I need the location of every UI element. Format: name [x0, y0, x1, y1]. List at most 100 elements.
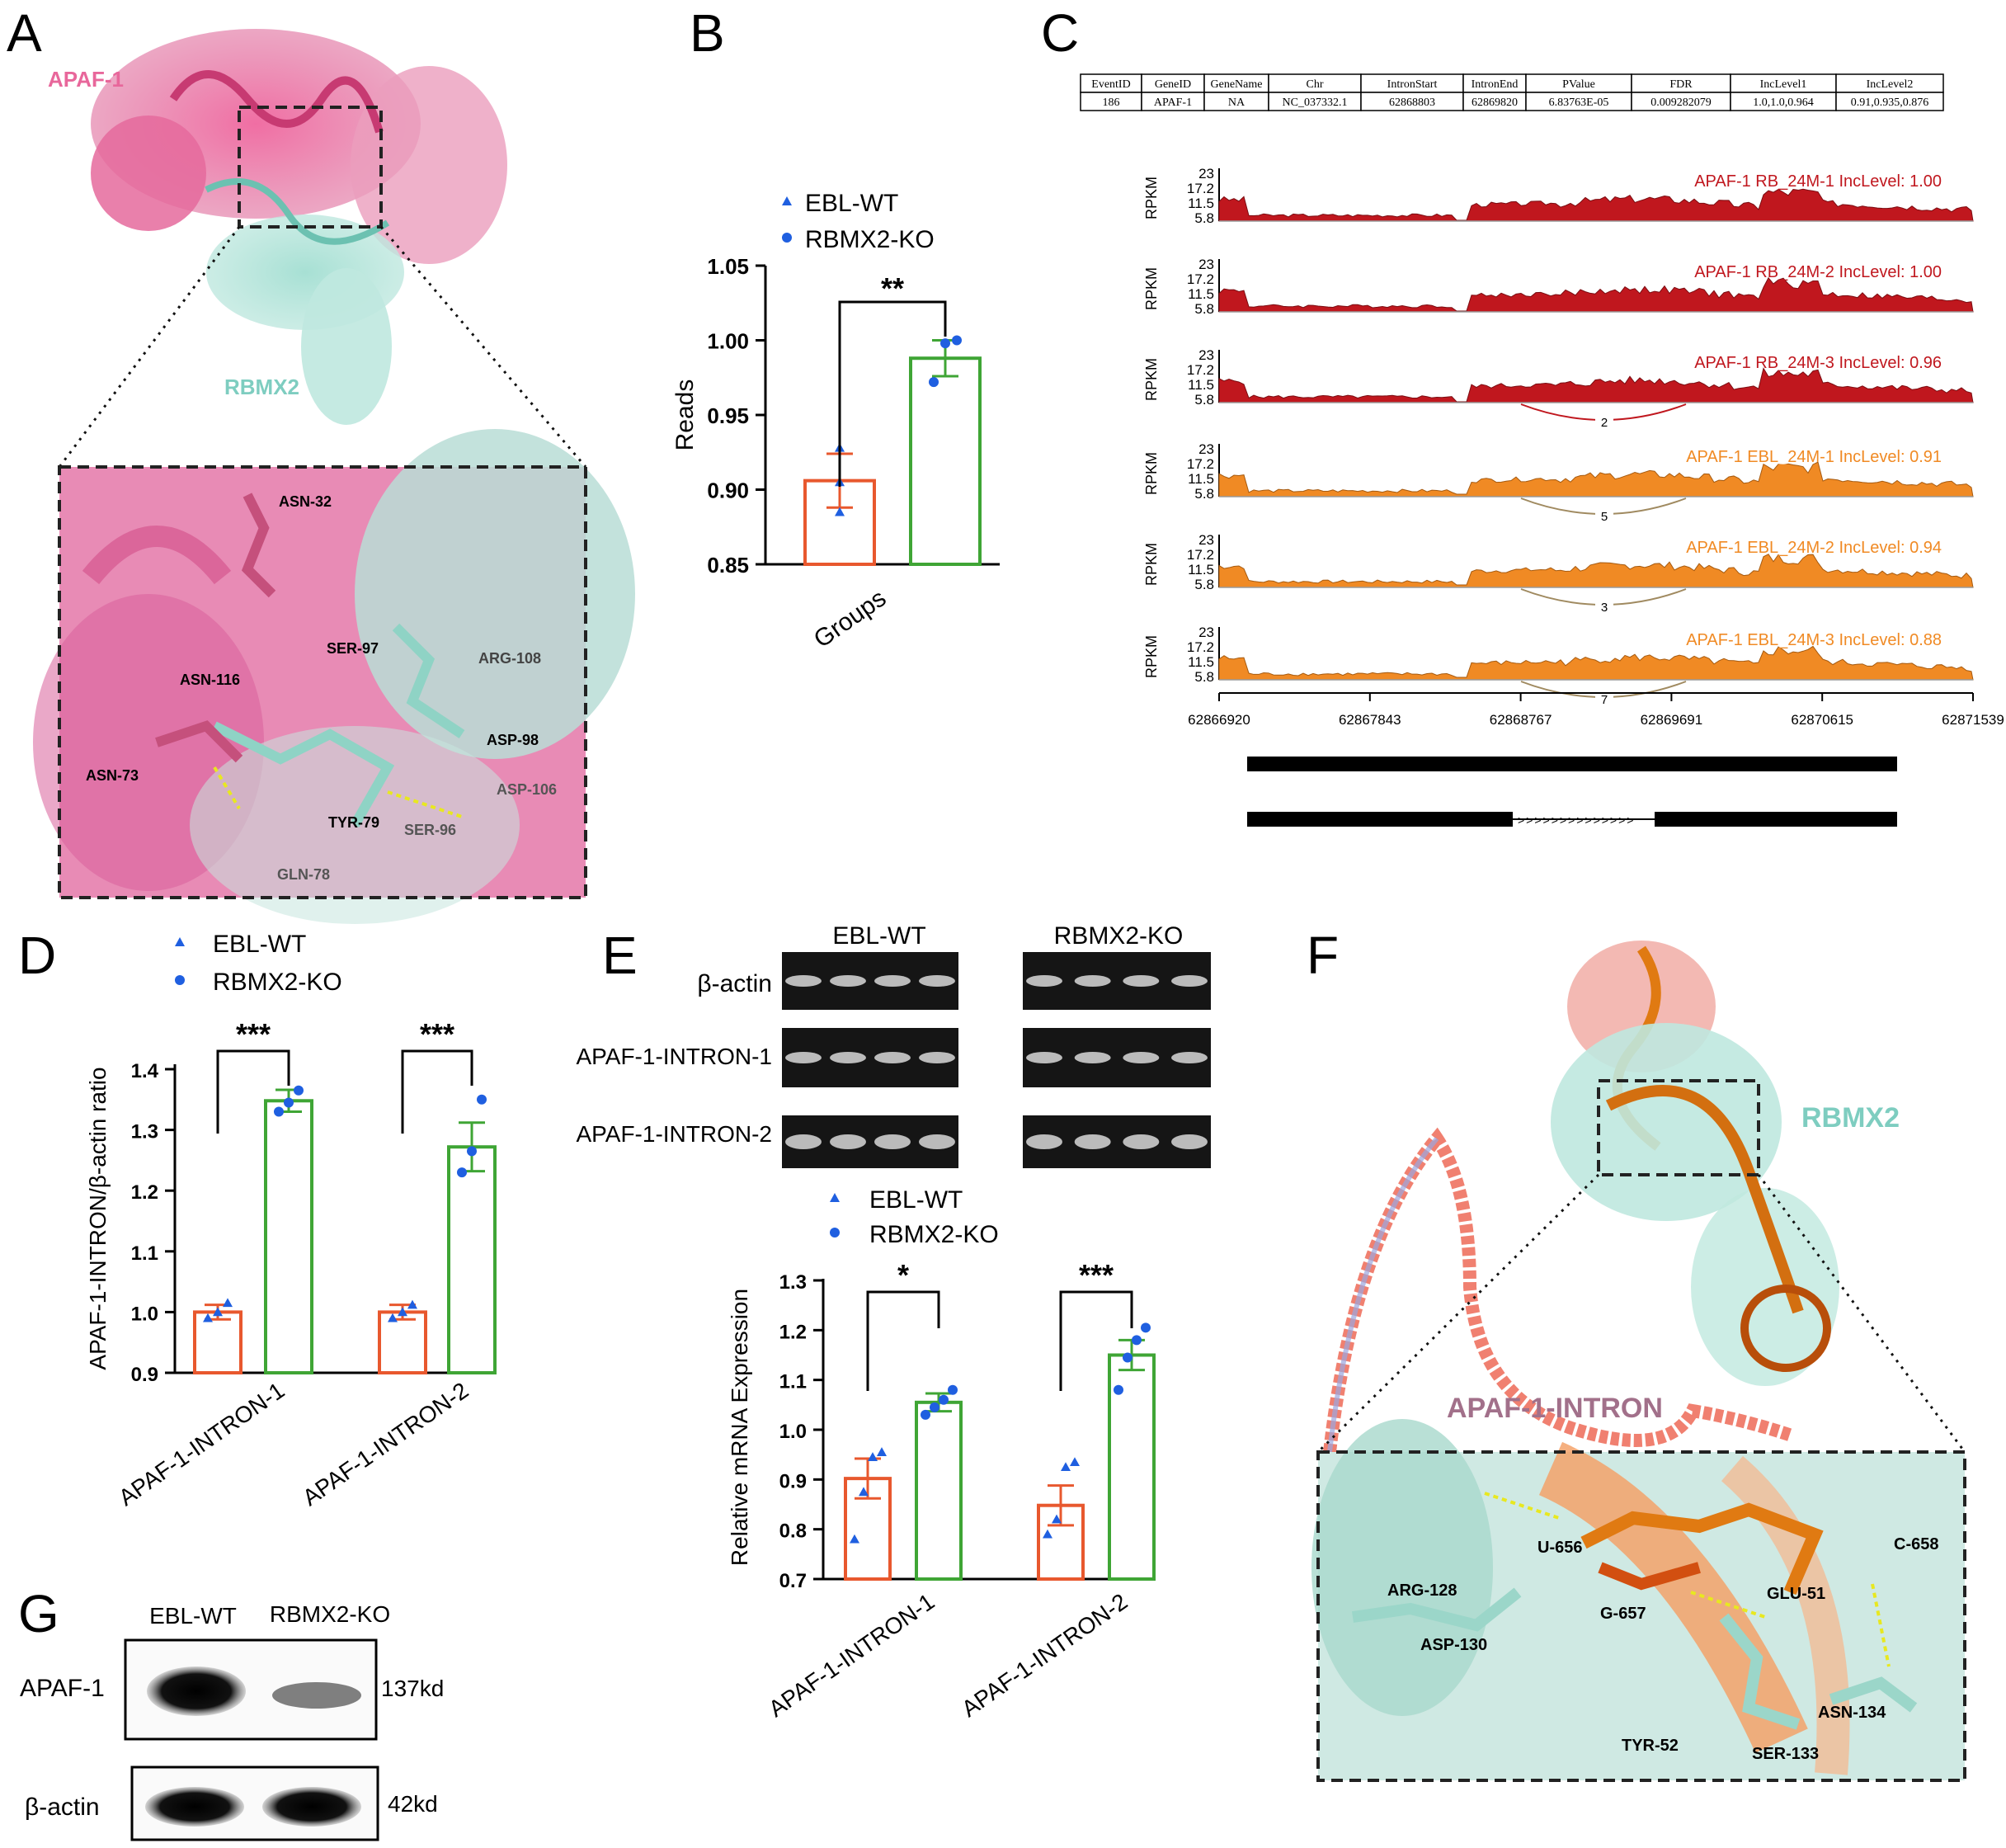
wb-size-label: 42kd — [388, 1791, 438, 1817]
data-point-triangle — [398, 1307, 407, 1317]
y-tick-label: 1.00 — [707, 329, 749, 354]
significance-bracket — [866, 1290, 940, 1391]
residue-label: ASP-106 — [497, 781, 557, 798]
gel-band — [1026, 975, 1062, 987]
table-header-text: EventID — [1091, 78, 1130, 91]
legend-label: RBMX2-KO — [213, 969, 342, 996]
table-cell-text: APAF-1 — [1154, 97, 1192, 109]
junction-count-bg — [1595, 508, 1613, 523]
y-tick-label: 0.7 — [779, 1570, 807, 1592]
gel-row-label: APAF-1-INTRON-2 — [577, 1121, 773, 1147]
gel-band — [1171, 975, 1208, 987]
data-point-circle — [284, 1097, 294, 1108]
track-y-tick: 11.5 — [1188, 562, 1214, 578]
panel-c-gene-model: >>>>>>>>>>>>>> — [1247, 757, 1897, 827]
track-y-tick: 23 — [1198, 347, 1214, 363]
legend-label: EBL-WT — [213, 931, 306, 958]
gel-group-label: RBMX2-KO — [1054, 922, 1184, 950]
data-point-triangle — [407, 1299, 417, 1309]
panel-f-structure: RBMX2 APAF-1-INTRON — [1316, 940, 1966, 1454]
gel-band — [830, 1134, 866, 1149]
bar-rbmx2-ko — [264, 1099, 313, 1374]
table-cell-text: 62869820 — [1472, 97, 1518, 109]
bar-ebl-wt — [378, 1310, 427, 1375]
wb-group-label: EBL-WT — [149, 1603, 237, 1629]
track-y-tick: 11.5 — [1188, 654, 1214, 670]
residue-label: SER-133 — [1752, 1745, 1819, 1763]
residue-label: ASN-134 — [1818, 1704, 1886, 1722]
y-tick-label: 1.0 — [131, 1303, 158, 1325]
x-tick-label: APAF-1-INTRON-2 — [298, 1378, 473, 1511]
y-tick-label: 1.4 — [131, 1060, 159, 1082]
track-y-tick: 11.5 — [1188, 377, 1214, 393]
data-point-circle — [294, 1085, 304, 1096]
track-y-tick: 5.8 — [1194, 210, 1214, 226]
x-tick-label: APAF-1-INTRON-2 — [957, 1589, 1132, 1723]
panel-a-zoom: ASN-32 ASN-116 SER-97 ARG-108 ASN-73 ASP… — [33, 429, 635, 924]
data-point-triangle — [1052, 1514, 1062, 1524]
table-header-text: FDR — [1669, 78, 1693, 91]
gel-band — [1171, 1134, 1208, 1149]
y-tick-label: 0.95 — [707, 403, 749, 428]
junction-count-bg — [1595, 599, 1613, 614]
data-point-triangle — [877, 1447, 887, 1456]
rbmx2-label: RBMX2 — [1801, 1102, 1900, 1134]
track-y-tick: 11.5 — [1188, 471, 1214, 487]
rna-label: APAF-1-INTRON — [1447, 1393, 1663, 1424]
x-axis-label: Groups — [809, 584, 892, 653]
residue-label: G-657 — [1600, 1605, 1646, 1623]
gel-band — [1123, 1052, 1160, 1063]
track-y-tick: 17.2 — [1187, 639, 1214, 655]
gel-band — [919, 975, 955, 987]
track-label: APAF-1 RB_24M-1 IncLevel: 1.00 — [1694, 172, 1942, 191]
y-tick-label: 1.3 — [779, 1271, 807, 1294]
gel-band — [785, 975, 822, 987]
table-cell-text: 0.009282079 — [1650, 97, 1712, 109]
junction-count-bg — [1595, 414, 1613, 429]
junction-count: 5 — [1601, 510, 1608, 524]
legend-wt: EBL-WT — [782, 190, 898, 217]
track-y-tick: 5.8 — [1194, 301, 1214, 317]
legend-label: EBL-WT — [869, 1186, 963, 1214]
table-header-text: IntronEnd — [1472, 78, 1519, 91]
panel-f-zoom: U-656 C-658 ARG-128 G-657 GLU-51 ASP-130… — [1311, 1419, 1966, 1782]
residue-label: ASP-130 — [1420, 1636, 1487, 1654]
y-tick-label: 0.90 — [707, 478, 749, 503]
panel-letter-e: E — [602, 926, 638, 985]
gel-band — [874, 1052, 911, 1063]
significance-label: *** — [236, 1017, 271, 1051]
track-y-label: RPKM — [1143, 267, 1160, 310]
gel-band — [1074, 1052, 1111, 1063]
track-y-tick: 11.5 — [1188, 196, 1214, 211]
track-y-tick: 5.8 — [1194, 669, 1214, 685]
track-y-tick: 17.2 — [1187, 181, 1214, 196]
significance-bracket — [401, 1049, 473, 1134]
bar-rbmx2-ko — [915, 1400, 963, 1581]
residue-label: TYR-79 — [328, 814, 379, 831]
panel-c-table: EventID 186 GeneID APAF-1 GeneName NA Chr NC_03… — [1080, 73, 1944, 111]
coverage-area — [1218, 188, 1974, 222]
data-point-circle — [467, 1146, 477, 1157]
gel-band — [785, 1052, 822, 1063]
legend-label: RBMX2-KO — [869, 1221, 999, 1248]
residue-label: U-656 — [1537, 1539, 1582, 1557]
legend-ko: RBMX2-KO — [175, 969, 342, 996]
data-point-circle — [948, 1384, 958, 1395]
table-cell-text: 6.83763E-05 — [1549, 97, 1609, 109]
panel-a-structure: APAF-1 RBMX2 — [48, 29, 587, 468]
residue-label: C-658 — [1894, 1535, 1938, 1553]
gel-band — [785, 1134, 822, 1149]
legend-label: EBL-WT — [805, 190, 898, 217]
significance-label: ** — [881, 271, 904, 305]
data-point-circle — [929, 377, 939, 388]
y-axis-label: Relative mRNA Expression — [727, 1289, 752, 1566]
data-point-circle — [939, 1394, 949, 1405]
y-tick-label: 0.85 — [707, 553, 749, 578]
data-point-circle — [930, 1402, 939, 1412]
panel-letter-g: G — [18, 1584, 59, 1643]
legend-triangle-icon — [830, 1193, 840, 1202]
residue-label: ARG-108 — [478, 650, 541, 667]
panel-c-xaxis: 62866920 62867843 62868767 62869691 62870615… — [1188, 692, 2004, 728]
legend-circle-icon — [830, 1228, 840, 1238]
